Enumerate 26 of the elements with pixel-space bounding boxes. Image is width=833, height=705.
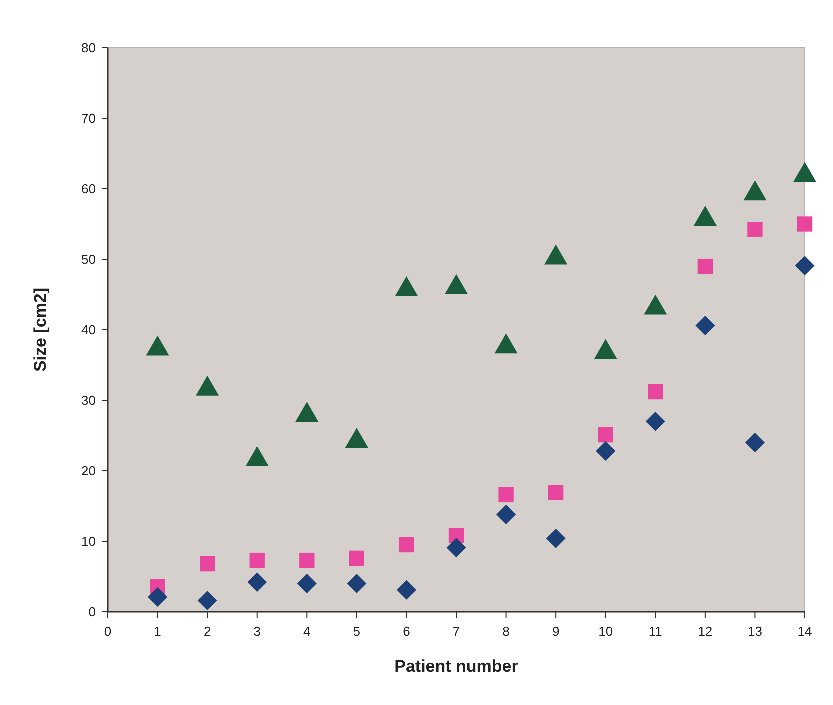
x-tick-label: 9 — [552, 624, 560, 639]
y-tick-label: 0 — [88, 604, 96, 620]
y-tick-label: 70 — [82, 111, 96, 126]
y-tick-label: 30 — [82, 393, 96, 408]
x-tick-label: 5 — [353, 624, 361, 639]
y-tick-label: 80 — [82, 40, 96, 56]
x-tick-label: 1 — [154, 624, 162, 639]
x-tick-label: 11 — [648, 624, 662, 639]
x-tick-label: 12 — [698, 624, 713, 639]
y-tick-label: 20 — [82, 464, 96, 479]
x-tick-label: 4 — [304, 624, 311, 639]
x-tick-label: 7 — [452, 624, 460, 639]
y-tick-label: 40 — [82, 322, 96, 338]
x-tick-label: 14 — [798, 624, 812, 639]
x-tick-label: 10 — [598, 624, 614, 639]
x-tick-label: 2 — [204, 624, 212, 639]
x-tick-label: 3 — [254, 624, 261, 639]
x-axis-title: Patient number — [394, 657, 519, 676]
y-tick-label: 10 — [82, 534, 96, 550]
x-tick-label: 0 — [104, 624, 112, 639]
y-axis-title: Size [cm2] — [31, 288, 50, 372]
x-tick-label: 6 — [403, 624, 410, 639]
x-tick-label: 8 — [502, 624, 510, 639]
y-tick-label: 60 — [82, 182, 96, 197]
y-tick-label: 50 — [82, 252, 96, 268]
x-tick-label: 13 — [748, 624, 762, 639]
